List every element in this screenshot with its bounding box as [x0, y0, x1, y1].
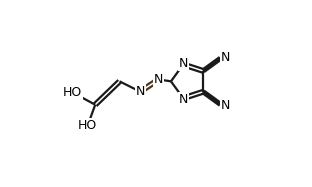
Text: HO: HO [63, 86, 82, 99]
Text: HO: HO [78, 119, 97, 132]
Text: N: N [221, 99, 231, 112]
Text: N: N [178, 57, 188, 70]
Text: N: N [221, 51, 231, 64]
Text: N: N [178, 93, 188, 106]
Text: N: N [135, 85, 145, 98]
Text: N: N [154, 73, 163, 86]
